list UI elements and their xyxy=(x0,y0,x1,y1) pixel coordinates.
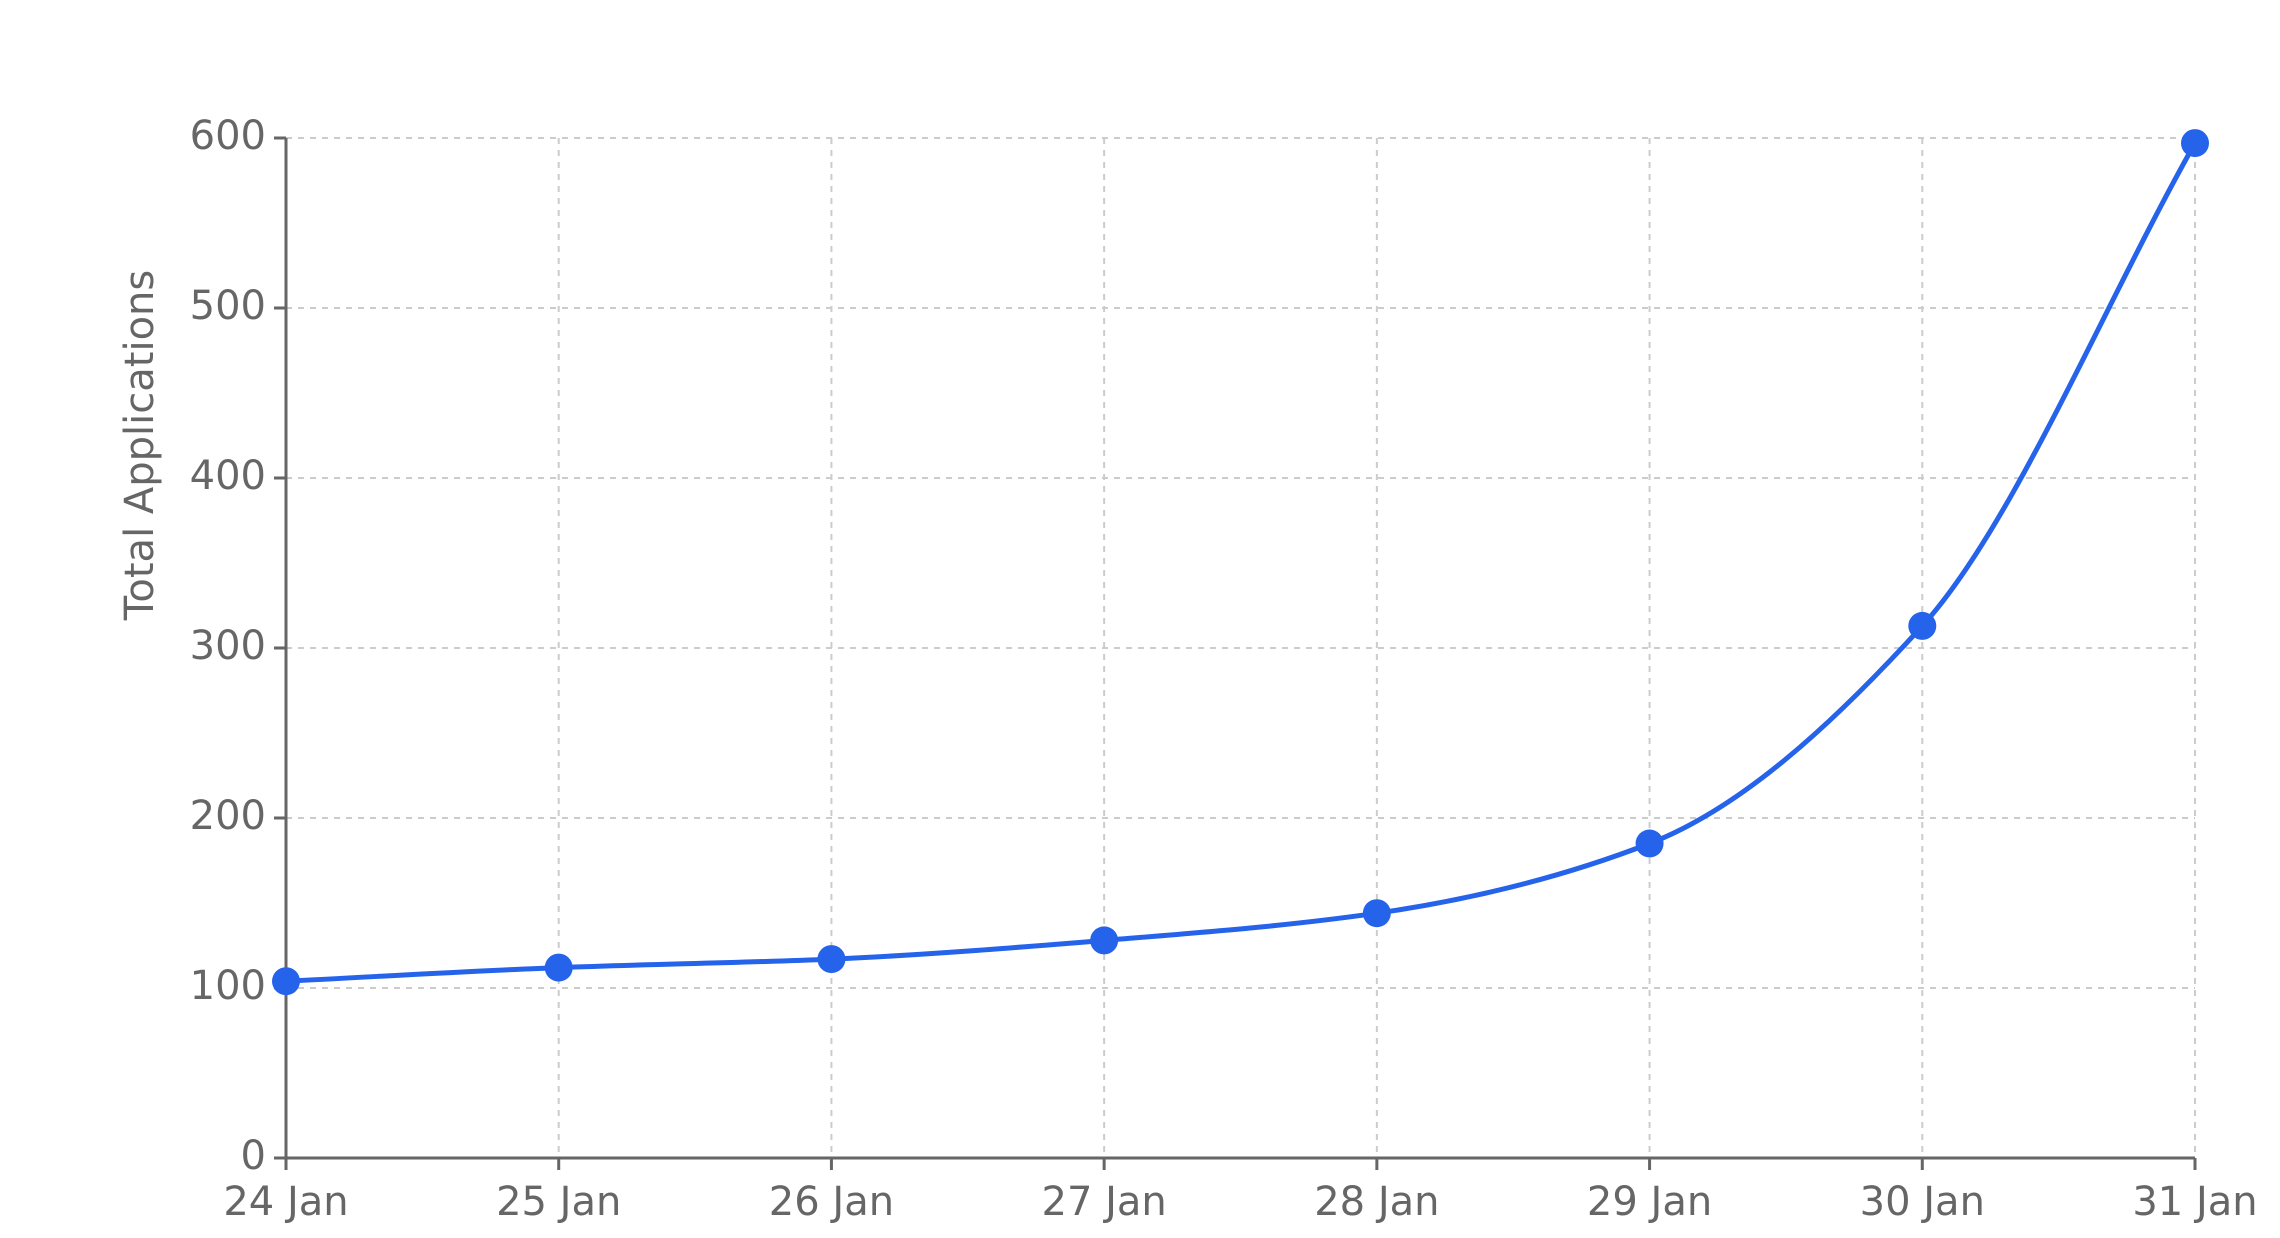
x-tick-label: 25 Jan xyxy=(496,1179,621,1225)
y-tick-label: 100 xyxy=(190,963,266,1009)
point xyxy=(817,945,846,974)
x-tick-label: 26 Jan xyxy=(769,1179,894,1225)
point xyxy=(1090,926,1119,955)
y-tick-label: 300 xyxy=(190,623,266,669)
x-tick-label: 29 Jan xyxy=(1587,1179,1712,1225)
y-tick-label: 400 xyxy=(190,453,266,499)
point xyxy=(1362,899,1391,928)
x-tick-label: 31 Jan xyxy=(2132,1179,2257,1225)
line xyxy=(285,141,2198,984)
point xyxy=(544,953,573,982)
x-tick-label: 28 Jan xyxy=(1314,1179,1439,1225)
point xyxy=(272,967,300,996)
y-tick-label: 500 xyxy=(190,283,266,329)
y-tick-label: 0 xyxy=(241,1133,266,1179)
x-tick-label: 24 Jan xyxy=(223,1179,348,1225)
x-tick-label: 30 Jan xyxy=(1860,1179,1985,1225)
y-tick-label: 200 xyxy=(190,793,266,839)
point xyxy=(1908,611,1937,640)
y-axis-title: Total Applications xyxy=(117,270,163,621)
point xyxy=(2181,129,2209,158)
y-tick-label: 600 xyxy=(190,113,266,159)
point xyxy=(1635,829,1664,858)
x-tick-label: 27 Jan xyxy=(1042,1179,1167,1225)
